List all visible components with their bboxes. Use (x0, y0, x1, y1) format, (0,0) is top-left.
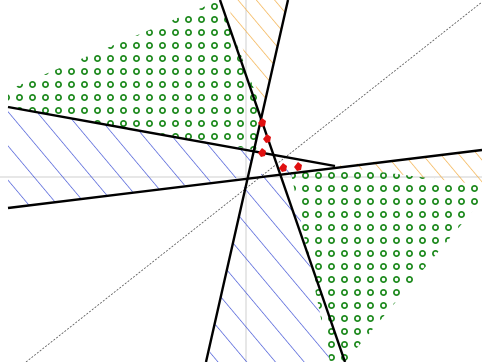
orange-hatched-right (335, 150, 482, 185)
red-marker (263, 134, 271, 143)
orange-hatched-top (226, 0, 288, 110)
green-dotted-top-left (8, 0, 262, 150)
red-marker-group (258, 118, 302, 172)
boundary-line-4 (7, 148, 482, 210)
boundary-line-2 (204, 0, 290, 362)
diagonal-reference-line (25, 1, 482, 362)
red-marker (258, 148, 266, 157)
red-marker (294, 162, 302, 171)
green-dotted-bottom-right (290, 166, 482, 362)
red-marker (279, 163, 287, 172)
boundary-line-3 (7, 105, 336, 168)
boundary-line-1 (218, 0, 347, 362)
blue-hatched-left (8, 107, 256, 208)
red-marker (258, 118, 266, 127)
